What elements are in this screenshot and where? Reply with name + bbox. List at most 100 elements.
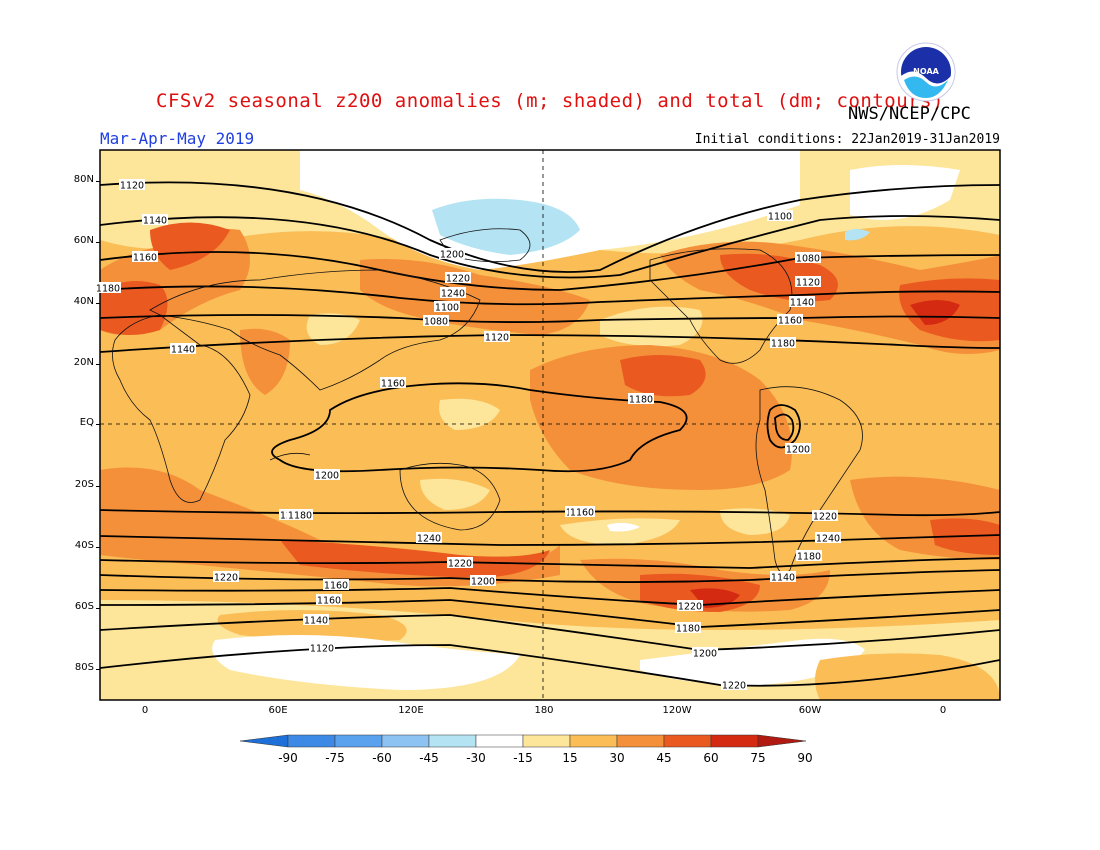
svg-text:1120: 1120 — [310, 644, 334, 655]
svg-text:1100: 1100 — [768, 212, 792, 223]
contour-label: 1220 — [812, 510, 838, 523]
svg-text:1220: 1220 — [813, 512, 837, 523]
svg-text:1140: 1140 — [171, 345, 195, 356]
contour-lines — [100, 181, 1000, 687]
svg-text:1240: 1240 — [816, 534, 840, 545]
colorbar-segment — [710, 734, 759, 748]
lat-tick — [96, 669, 100, 670]
svg-text:1180: 1180 — [629, 395, 653, 406]
contour-label: 1120 — [795, 276, 821, 289]
svg-text:1160: 1160 — [381, 379, 405, 390]
svg-text:1200: 1200 — [786, 445, 810, 456]
contour-label: 1220 — [447, 557, 473, 570]
lon-label: 0 — [141, 705, 149, 716]
colorbar-label: -45 — [419, 751, 439, 765]
svg-text:1120: 1120 — [485, 333, 509, 344]
lat-label: 80S — [74, 662, 94, 673]
svg-text:1120: 1120 — [120, 181, 144, 192]
lat-label: 60N — [73, 235, 94, 246]
svg-text:1200: 1200 — [440, 250, 464, 261]
svg-text:1220: 1220 — [448, 559, 472, 570]
lat-tick — [96, 424, 100, 425]
contour-label: 1240 — [815, 532, 841, 545]
svg-text:1140: 1140 — [143, 216, 167, 227]
svg-text:1140: 1140 — [304, 616, 328, 627]
contour-label: 1140 — [789, 296, 815, 309]
contour-label: 1080 — [795, 252, 821, 265]
colorbar-label: 15 — [562, 751, 578, 765]
contour-label: 1160 — [777, 314, 803, 327]
svg-text:1180: 1180 — [771, 339, 795, 350]
contour-label: 1180 — [675, 622, 701, 635]
svg-text:1200: 1200 — [471, 577, 495, 588]
colorbar-min-arrow — [239, 734, 289, 748]
noaa-logo: NOAA — [896, 42, 956, 102]
contour-label: 1240 — [440, 287, 466, 300]
lat-tick — [96, 608, 100, 609]
contour-label: 1120 — [309, 642, 335, 655]
svg-text:1240: 1240 — [417, 534, 441, 545]
svg-text:1100: 1100 — [435, 303, 459, 314]
svg-text:1080: 1080 — [796, 254, 820, 265]
contour-label: 1180 — [95, 282, 121, 295]
lat-tick — [96, 547, 100, 548]
svg-text:1220: 1220 — [678, 602, 702, 613]
colorbar-label: -15 — [513, 751, 533, 765]
lon-label: 0 — [939, 705, 947, 716]
svg-text:1140: 1140 — [771, 573, 795, 584]
svg-text:1160: 1160 — [778, 316, 802, 327]
contour-label: 1200 — [439, 248, 465, 261]
lon-label: 180 — [534, 705, 554, 716]
svg-text:1160: 1160 — [133, 253, 157, 264]
colorbar-label: -30 — [466, 751, 486, 765]
noaa-logo-text: NOAA — [913, 67, 939, 76]
svg-text:1140: 1140 — [790, 298, 814, 309]
contour-label: 1200 — [314, 469, 340, 482]
lat-label: EQ — [79, 417, 94, 428]
lat-label: 40N — [73, 296, 94, 307]
colorbar-segment — [287, 734, 336, 748]
svg-text:1220: 1220 — [722, 681, 746, 692]
contour-label: 1140 — [170, 343, 196, 356]
contour-label: 1160 — [316, 594, 342, 607]
svg-text:1220: 1220 — [446, 274, 470, 285]
colorbar-label: 75 — [750, 751, 766, 765]
lat-label: 80N — [73, 174, 94, 185]
lon-label: 120E — [398, 705, 424, 716]
lat-label: 60S — [74, 601, 94, 612]
contour-label: 1220 — [677, 600, 703, 613]
contour-label: 1180 — [287, 509, 313, 522]
colorbar-label: 60 — [703, 751, 719, 765]
lat-tick — [96, 303, 100, 304]
colorbar-label: 90 — [797, 751, 813, 765]
svg-text:1160: 1160 — [317, 596, 341, 607]
lat-tick — [96, 486, 100, 487]
lat-tick — [96, 181, 100, 182]
svg-text:1240: 1240 — [441, 289, 465, 300]
credit-label: NWS/NCEP/CPC — [848, 104, 971, 124]
contour-label: 1100 — [767, 210, 793, 223]
svg-text:1160: 1160 — [570, 508, 594, 519]
colorbar-label: -90 — [278, 751, 298, 765]
contour-label: 1140 — [303, 614, 329, 627]
colorbar-segment — [616, 734, 665, 748]
svg-text:1180: 1180 — [797, 552, 821, 563]
lat-tick — [96, 242, 100, 243]
colorbar-label: 45 — [656, 751, 672, 765]
coastlines — [112, 228, 863, 574]
colorbar-segment — [569, 734, 618, 748]
contour-label: 1140 — [142, 214, 168, 227]
contour-label: 1100 — [434, 301, 460, 314]
contour-label: 1200 — [692, 647, 718, 660]
colorbar-segment — [428, 734, 477, 748]
colorbar-segment — [663, 734, 712, 748]
colorbar-segment — [334, 734, 383, 748]
contour-label: 1160 — [380, 377, 406, 390]
lat-tick — [96, 364, 100, 365]
season-label: Mar-Apr-May 2019 — [100, 129, 255, 148]
colorbar-label: -75 — [325, 751, 345, 765]
contour-label: 1200 — [470, 575, 496, 588]
contour-label: 1140 — [770, 571, 796, 584]
lon-label: 60W — [798, 705, 822, 716]
